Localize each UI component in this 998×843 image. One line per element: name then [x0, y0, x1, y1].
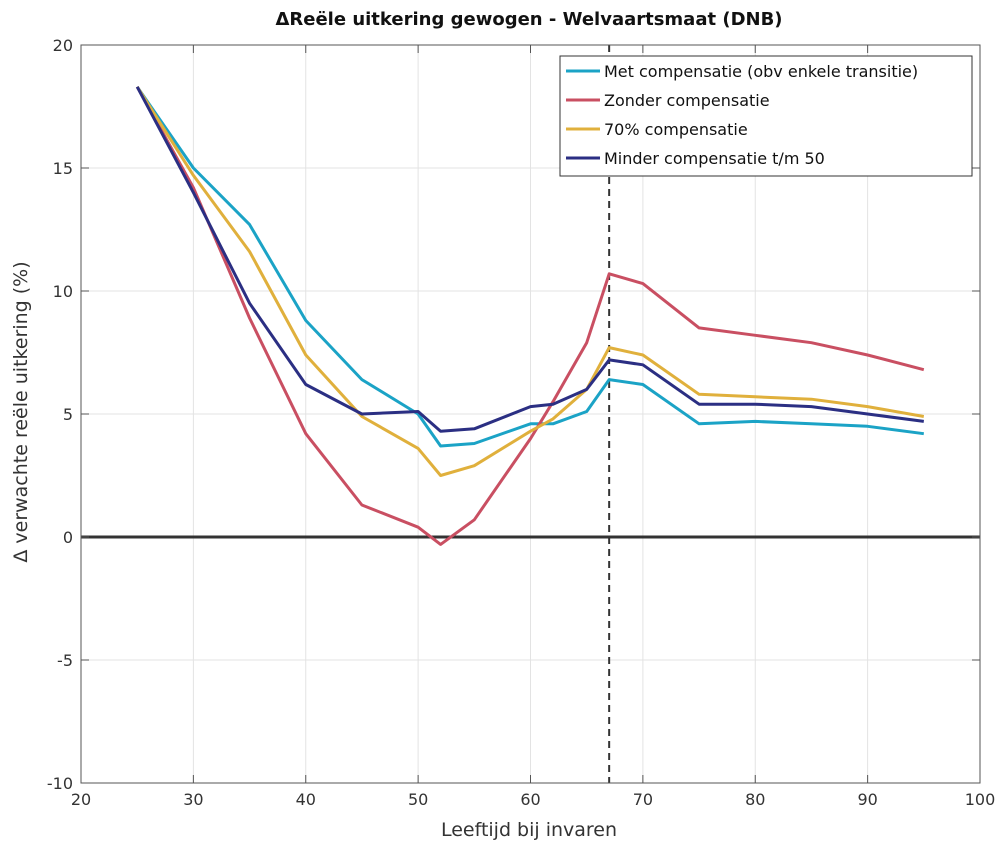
x-tick-label: 40: [296, 790, 316, 809]
legend-label-1: Met compensatie (obv enkele transitie): [604, 62, 918, 81]
legend: Met compensatie (obv enkele transitie) Zo…: [559, 55, 973, 177]
x-tick-label: 80: [745, 790, 765, 809]
x-tick-label: 90: [857, 790, 877, 809]
y-tick-label: 15: [53, 159, 73, 178]
x-tick-label: 100: [965, 790, 996, 809]
tick-labels: 20 30 40 50 60 70 80 90 100 -10 -5 0 5 10 15 20: [47, 36, 995, 809]
series-lines: [135, 85, 925, 546]
series-line-2: [135, 86, 925, 546]
legend-label-2: Zonder compensatie: [604, 91, 770, 110]
legend-label-3: 70% compensatie: [604, 120, 748, 139]
y-tick-label: 5: [63, 405, 73, 424]
x-tick-label: 20: [71, 790, 91, 809]
chart-title: ΔReële uitkering gewogen - Welvaartsmaat…: [275, 9, 782, 30]
y-tick-label: 0: [63, 528, 73, 547]
x-tick-label: 70: [633, 790, 653, 809]
x-tick-label: 50: [408, 790, 428, 809]
x-tick-label: 30: [183, 790, 203, 809]
y-tick-label: -10: [47, 774, 73, 793]
y-axis-label: Δ verwachte reële uitkering (%): [10, 261, 32, 562]
y-tick-label: 10: [53, 282, 73, 301]
x-axis-label: Leeftijd bij invaren: [441, 819, 617, 841]
x-tick-label: 60: [520, 790, 540, 809]
series-line-3: [135, 85, 925, 477]
y-tick-label: -5: [57, 651, 73, 670]
legend-label-4: Minder compensatie t/m 50: [604, 149, 825, 168]
y-tick-label: 20: [53, 36, 73, 55]
legend-box: [559, 55, 973, 177]
series-line-4: [135, 86, 924, 433]
